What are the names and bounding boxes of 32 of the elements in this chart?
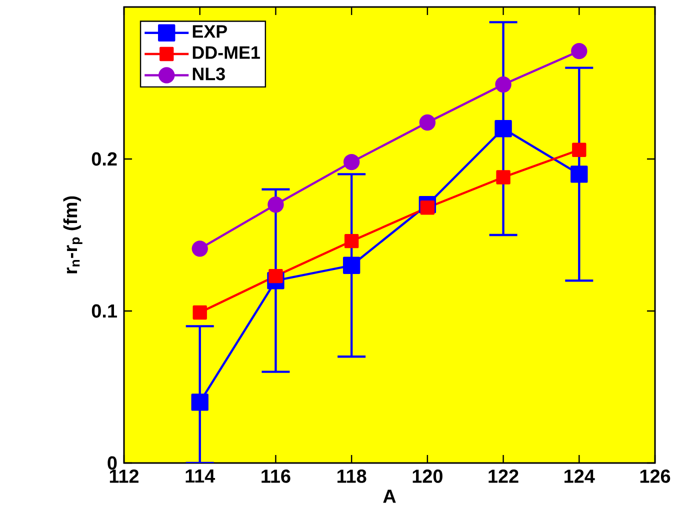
point bbox=[420, 200, 435, 215]
point bbox=[572, 142, 586, 157]
legend-label: EXP bbox=[192, 25, 227, 38]
point bbox=[191, 394, 208, 411]
point bbox=[494, 120, 512, 138]
point bbox=[342, 256, 360, 274]
x-tick-label: 126 bbox=[640, 470, 670, 483]
x-tick-label: 116 bbox=[262, 470, 290, 483]
point bbox=[268, 268, 283, 284]
x-axis-title: A bbox=[383, 490, 396, 503]
x-tick-label: 118 bbox=[337, 470, 366, 483]
point bbox=[343, 154, 360, 170]
point bbox=[192, 240, 208, 257]
legend-label: NL3 bbox=[192, 68, 225, 80]
point bbox=[268, 196, 284, 213]
point bbox=[419, 114, 436, 131]
x-tick-label: 120 bbox=[412, 470, 442, 483]
y-tick-label: 0.2 bbox=[92, 152, 117, 166]
point bbox=[496, 170, 510, 184]
x-tick-label: 112 bbox=[110, 470, 139, 483]
point bbox=[495, 76, 512, 93]
x-tick-label: 122 bbox=[488, 470, 518, 483]
y-tick-label: 0 bbox=[108, 456, 117, 470]
legend-label: DD-ME1 bbox=[192, 46, 260, 59]
y-tick-label: 0.1 bbox=[92, 304, 117, 318]
point bbox=[571, 42, 588, 60]
x-tick-label: 124 bbox=[564, 470, 595, 483]
point bbox=[570, 166, 588, 183]
point bbox=[192, 305, 207, 320]
y-axis-title: r$_{n}$-r$_{p}$ (fm) bbox=[63, 196, 82, 274]
x-tick-label: 114 bbox=[186, 470, 216, 483]
point bbox=[344, 234, 359, 248]
